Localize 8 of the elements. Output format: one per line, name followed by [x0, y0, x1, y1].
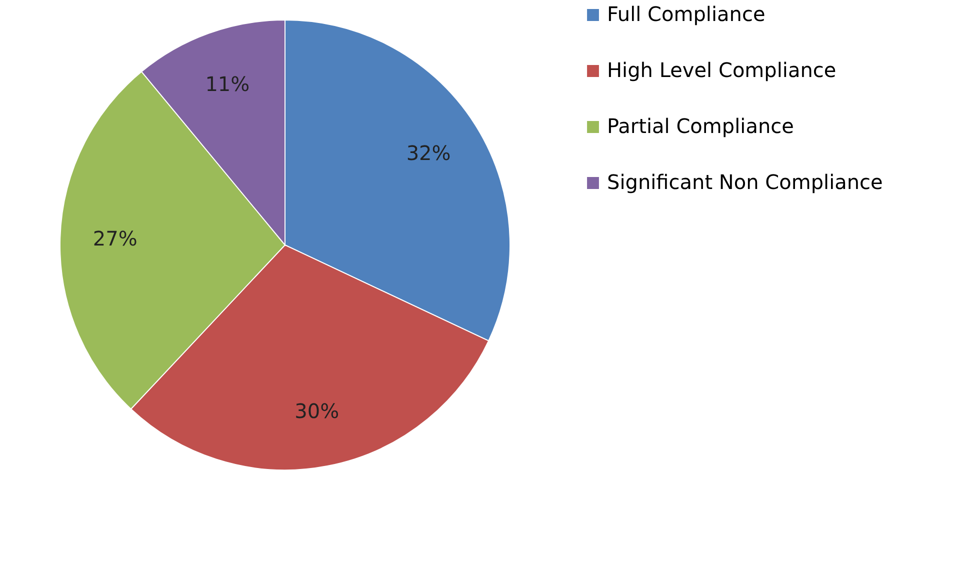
legend-label: Partial Compliance	[607, 114, 794, 138]
legend-label: Full Compliance	[607, 2, 766, 26]
data-label: 11%	[205, 72, 250, 96]
data-label: 27%	[92, 226, 138, 251]
legend-label: High Level Compliance	[607, 58, 836, 82]
data-label: 30%	[294, 398, 340, 423]
legend-label: Significant Non Compliance	[607, 170, 883, 194]
data-label: 32%	[406, 140, 451, 165]
